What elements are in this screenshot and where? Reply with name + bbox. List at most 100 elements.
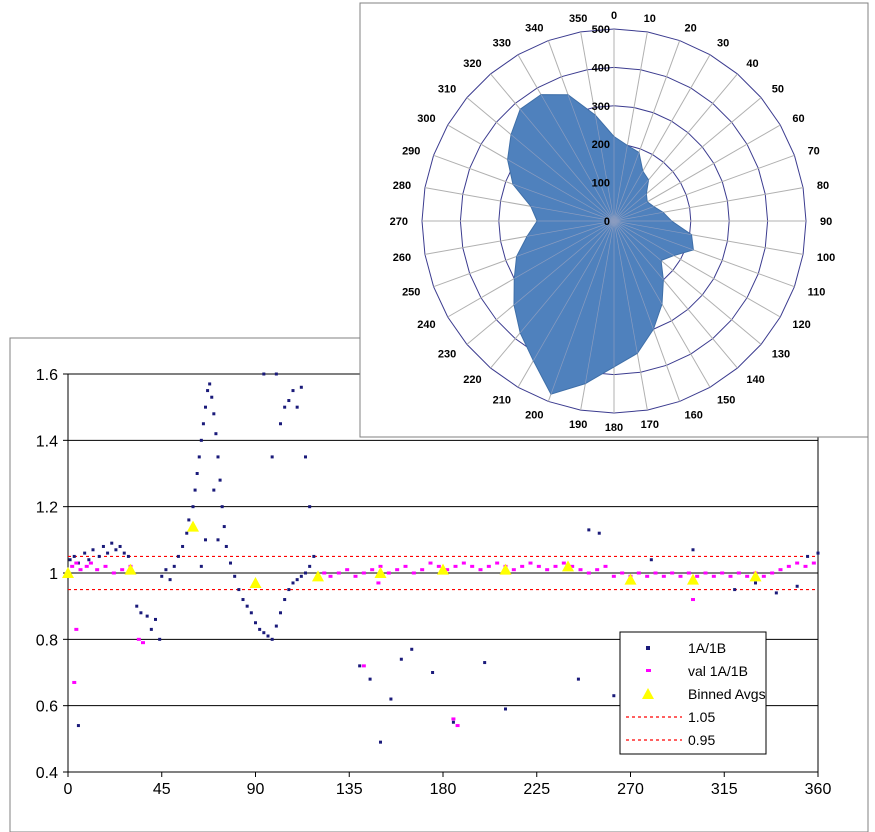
data-point-1a-1b <box>218 478 222 482</box>
data-point-1a-1b <box>483 661 487 665</box>
data-point-1a-1b <box>216 455 220 459</box>
data-point-1a-1b <box>299 385 303 389</box>
data-point-1a-1b <box>299 574 303 578</box>
radar-radial-tick-label: 500 <box>592 24 610 36</box>
data-point-val-1a-1b <box>395 568 400 572</box>
data-point-1a-1b <box>816 551 820 555</box>
data-point-1a-1b <box>754 581 757 585</box>
radar-spoke-overlay <box>613 220 663 305</box>
data-point-val-1a-1b <box>111 571 116 575</box>
data-point-1a-1b <box>287 399 291 403</box>
data-point-1a-1b <box>210 395 214 399</box>
radar-spoke-overlay <box>613 152 640 222</box>
data-point-1a-1b <box>76 724 80 728</box>
data-point-1a-1b <box>193 488 197 492</box>
data-point-1a-1b <box>795 584 799 588</box>
data-point-val-1a-1b <box>795 561 800 565</box>
data-point-1a-1b <box>197 455 201 459</box>
radar-angle-label: 70 <box>808 146 820 158</box>
data-point-val-1a-1b <box>428 561 433 565</box>
x-tick-label: 360 <box>805 781 832 798</box>
radar-angle-label: 160 <box>684 410 702 422</box>
radar-angle-label: 190 <box>569 419 587 431</box>
radar-angle-label: 260 <box>393 252 411 264</box>
data-point-1a-1b <box>451 720 455 724</box>
radar-spoke-overlay <box>507 159 615 222</box>
data-point-val-1a-1b <box>361 571 366 575</box>
data-point-val-1a-1b <box>120 568 125 572</box>
data-point-1a-1b <box>774 591 778 595</box>
data-point-1a-1b <box>195 472 199 475</box>
data-point-val-1a-1b <box>586 571 591 575</box>
radar-spoke-overlay <box>613 193 647 222</box>
data-point-binned-avg <box>499 563 512 575</box>
data-point-val-1a-1b <box>611 574 616 578</box>
data-point-1a-1b <box>258 627 262 631</box>
data-point-val-1a-1b <box>328 574 333 578</box>
y-tick-label: 1 <box>49 566 58 583</box>
data-point-1a-1b <box>274 372 278 376</box>
radar-angle-label: 330 <box>493 38 511 50</box>
data-point-1a-1b <box>504 707 507 711</box>
data-point-1a-1b <box>283 405 287 409</box>
data-point-val-1a-1b <box>445 568 450 572</box>
scatter-y-tick-labels: 0.4 0.6 0.8 1 1.2 1.4 1.6 <box>36 367 58 782</box>
data-point-val-1a-1b <box>528 561 533 565</box>
data-point-val-1a-1b <box>411 571 416 575</box>
radar-angle-label: 270 <box>390 216 408 228</box>
data-point-1a-1b <box>587 528 591 532</box>
x-tick-label: 225 <box>523 781 550 798</box>
radar-spoke-overlay <box>533 220 615 361</box>
data-point-1a-1b <box>118 544 122 548</box>
radar-angle-label: 140 <box>746 374 764 386</box>
data-point-1a-1b <box>295 578 299 582</box>
data-point-val-1a-1b <box>553 564 558 568</box>
radar-angle-label: 310 <box>438 84 456 96</box>
data-point-val-1a-1b <box>745 574 750 578</box>
radar-angle-labels: 0 10 20 30 40 50 60 70 80 90 100 110 120 130 140 150 160… <box>390 10 836 434</box>
data-point-val-1a-1b <box>761 574 766 578</box>
data-point-1a-1b <box>399 657 403 661</box>
data-point-1a-1b <box>164 568 168 572</box>
radar-spoke-overlay <box>613 220 675 256</box>
radar-spoke-overlay <box>540 94 615 222</box>
radar-radial-tick-label: 0 <box>604 216 610 228</box>
data-point-val-1a-1b <box>561 561 566 565</box>
radar-angle-label: 180 <box>605 422 623 434</box>
data-point-1a-1b <box>149 627 153 631</box>
data-point-val-1a-1b <box>453 564 458 568</box>
x-tick-label: 0 <box>64 781 73 798</box>
data-point-binned-avg <box>749 570 762 582</box>
data-point-binned-avg <box>249 576 262 588</box>
legend-label: 1.05 <box>688 709 715 725</box>
data-point-1a-1b <box>199 438 203 442</box>
data-point-val-1a-1b <box>511 568 516 572</box>
data-point-1a-1b <box>214 432 218 436</box>
data-point-1a-1b <box>172 564 176 568</box>
data-point-val-1a-1b <box>136 637 141 641</box>
data-point-1a-1b <box>97 554 101 558</box>
data-point-1a-1b <box>135 604 139 608</box>
data-point-1a-1b <box>379 740 382 744</box>
data-point-1a-1b <box>691 548 695 552</box>
data-point-val-1a-1b <box>678 574 683 578</box>
data-point-val-1a-1b <box>728 574 733 578</box>
scatter-x-tick-labels: 0 45 90 135 180 225 270 315 360 <box>64 781 832 798</box>
data-point-val-1a-1b <box>695 574 700 578</box>
radar-spoke-overlay <box>513 220 615 306</box>
data-point-1a-1b <box>220 505 224 509</box>
radar-spoke-overlay <box>584 220 615 384</box>
data-point-val-1a-1b <box>336 571 341 575</box>
data-point-val-1a-1b <box>78 568 83 572</box>
radar-spoke-overlay <box>594 115 615 222</box>
data-point-1a-1b <box>389 697 393 701</box>
data-point-val-1a-1b <box>520 564 525 568</box>
y-tick-label: 1.2 <box>36 500 58 517</box>
radar-angle-label: 90 <box>820 216 832 228</box>
data-point-val-1a-1b <box>451 717 456 721</box>
data-point-val-1a-1b <box>711 574 716 578</box>
data-point-1a-1b <box>201 422 205 426</box>
legend-swatch-1a-1b <box>646 646 650 650</box>
radar-angle-label: 150 <box>717 394 735 406</box>
data-point-1a-1b <box>358 664 362 668</box>
